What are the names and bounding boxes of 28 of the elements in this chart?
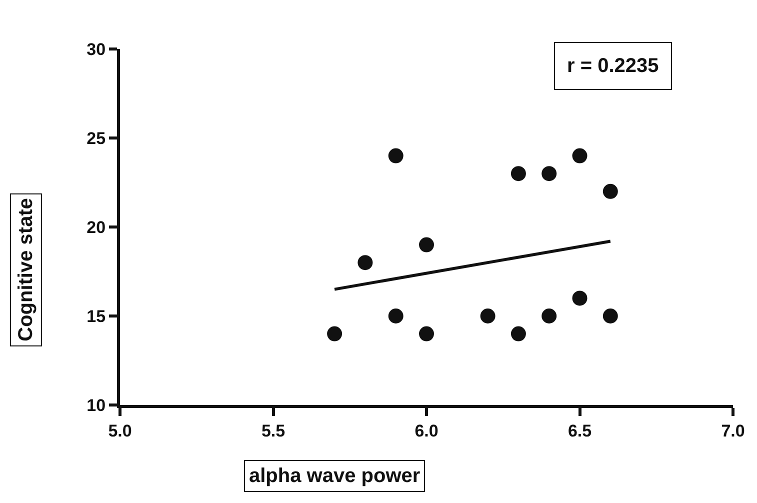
point (388, 308, 404, 324)
x-tick-label: 6.0 (414, 421, 438, 440)
point (358, 255, 373, 270)
x-tick-label: 7.0 (721, 421, 745, 440)
y-tick-label: 30 (86, 40, 106, 59)
y-axis-title: Cognitive state (14, 198, 37, 342)
point (572, 290, 588, 306)
point (510, 326, 526, 342)
point (419, 237, 434, 252)
y-tick-label: 25 (86, 128, 106, 148)
point (510, 166, 526, 182)
point (602, 308, 618, 324)
x-tick-label: 5.0 (108, 421, 132, 440)
point (327, 326, 342, 342)
annotation: r = 0.2235 (567, 55, 659, 77)
point (480, 308, 496, 324)
point (542, 166, 557, 182)
point (388, 148, 404, 164)
y-tick-label: 10 (86, 396, 106, 415)
y-tick-label: 20 (86, 218, 106, 237)
x-axis-title: alpha wave power (249, 465, 420, 487)
x-tick-label: 6.5 (568, 421, 592, 440)
x-tick-label: 5.5 (261, 421, 286, 440)
y-tick-label: 15 (86, 306, 106, 326)
point (572, 148, 588, 164)
point (419, 326, 434, 342)
point (602, 184, 618, 199)
point (542, 308, 557, 324)
